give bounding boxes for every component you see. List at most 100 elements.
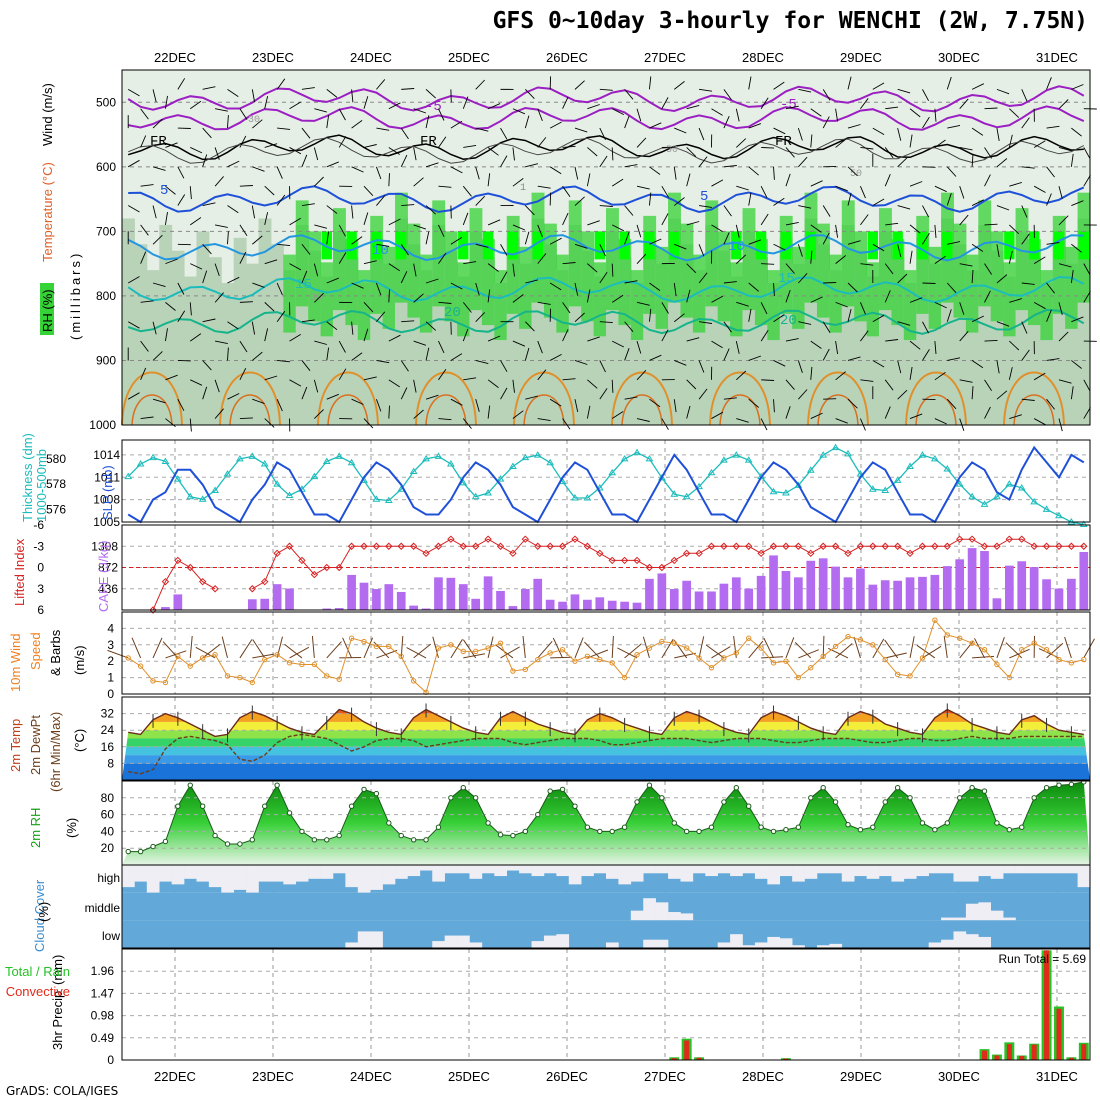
wind-speed-point [237,674,243,681]
wind-barb [798,88,812,93]
thickness-tick-label: 578 [46,477,66,491]
cloud-fill [804,865,818,879]
rh-point [373,790,380,797]
wind-barb [748,239,762,245]
temp-tick-label: 24 [101,723,115,737]
cape-bar [806,560,816,610]
precip-convective-bar [1081,1044,1087,1060]
wind-barb [835,301,848,308]
cloud-fill [481,865,495,874]
cloud-fill [1027,865,1041,874]
wind-barb [152,166,166,171]
thickness-point [571,494,579,501]
wind-barb [736,301,749,307]
surface-wind-barb [835,643,853,659]
wind-barb [438,418,452,421]
surface-wind-barb [617,647,638,659]
warm-contour [523,394,565,426]
wind-barb [823,282,837,284]
cloud-fill [643,898,656,921]
rh-point [733,785,740,791]
cape-bar [682,580,692,610]
cloud-fill [978,902,992,921]
wind-barb [1070,270,1074,284]
wind-barb [202,386,208,400]
wind-barb [649,238,662,245]
cape-bar [769,555,778,610]
wind-barb [649,282,661,291]
wind-barb [847,308,852,322]
wind-barb [438,252,447,264]
wind-barb [909,134,913,148]
contour-label: FR [775,134,792,150]
wind-barb [438,301,452,304]
cloud-fill [568,865,582,885]
wind-barb [177,194,186,206]
wind-speed-point [224,673,231,679]
wind-barb [326,161,339,168]
date-label-top: 24DEC [350,50,392,65]
cape-bar [458,584,468,610]
wind-barb [1021,89,1028,102]
precip-convective-bar [783,1058,789,1060]
wind-barb [140,184,154,187]
wind-speed-point [510,668,516,674]
precip-tick-label: 1.47 [91,986,115,1000]
li-tick-label: 3 [37,582,44,596]
wind-barb [363,185,374,197]
wind-barb [835,418,848,424]
footer-credit: GrADS: COLA/IGES [6,1084,119,1098]
wind-barb [512,263,515,277]
cloud-label: Cloud Cover [32,879,47,952]
wind-barb [252,282,265,288]
li-point [509,549,517,558]
wind-barb [277,243,291,247]
rh-shade-moist [779,215,793,314]
wind-barb [1058,215,1069,226]
wind-barb [649,122,662,129]
wind-barb [512,410,524,419]
wind-barb [189,100,202,110]
wind-barb [1083,290,1091,303]
wind-barb [984,263,992,275]
rh-point [472,795,479,801]
rh-shade-moist [630,270,644,341]
wind-barb [413,147,417,161]
wind-speed-point [373,643,380,650]
rh-point [460,785,466,791]
rh-shade-moist [655,246,669,329]
wind-barb [202,127,212,139]
wind-barb [996,128,1000,141]
li-point [1055,542,1063,550]
temp-tick-label: 32 [101,707,115,721]
rh-point [956,795,963,801]
wind-barb [214,379,220,393]
wind-barb [959,379,973,383]
wind-barb [1021,349,1030,361]
wind-barb [376,79,386,90]
surface-wind-barb [276,636,283,659]
wind-speed-point [820,653,826,659]
temperature-contour [127,134,1084,161]
wind-speed-point [212,651,218,658]
date-label-bottom: 29DEC [840,1069,882,1084]
wind-barb [462,302,472,313]
wind-barb [239,108,248,120]
thickness-point [918,451,927,458]
wind-barb [289,263,302,271]
wind-barb [264,95,269,109]
wind-barb [574,360,588,365]
wind-barb [400,127,409,140]
chart-title: GFS 0~10day 3-hourly for WENCHI (2W, 7.7… [492,8,1088,34]
slp-tick-label: 1011 [94,470,120,484]
wind-barb [462,212,469,226]
rh-shade-moist [730,262,744,337]
date-label-top: 27DEC [644,50,686,65]
wind-barb [562,418,571,430]
rh-shade-moist [767,270,781,341]
wind-barb [1009,298,1022,303]
cloud-fill [357,865,371,893]
wind-barb [413,263,417,277]
wind-barb [996,88,1010,95]
wind-speed-point [870,642,876,648]
